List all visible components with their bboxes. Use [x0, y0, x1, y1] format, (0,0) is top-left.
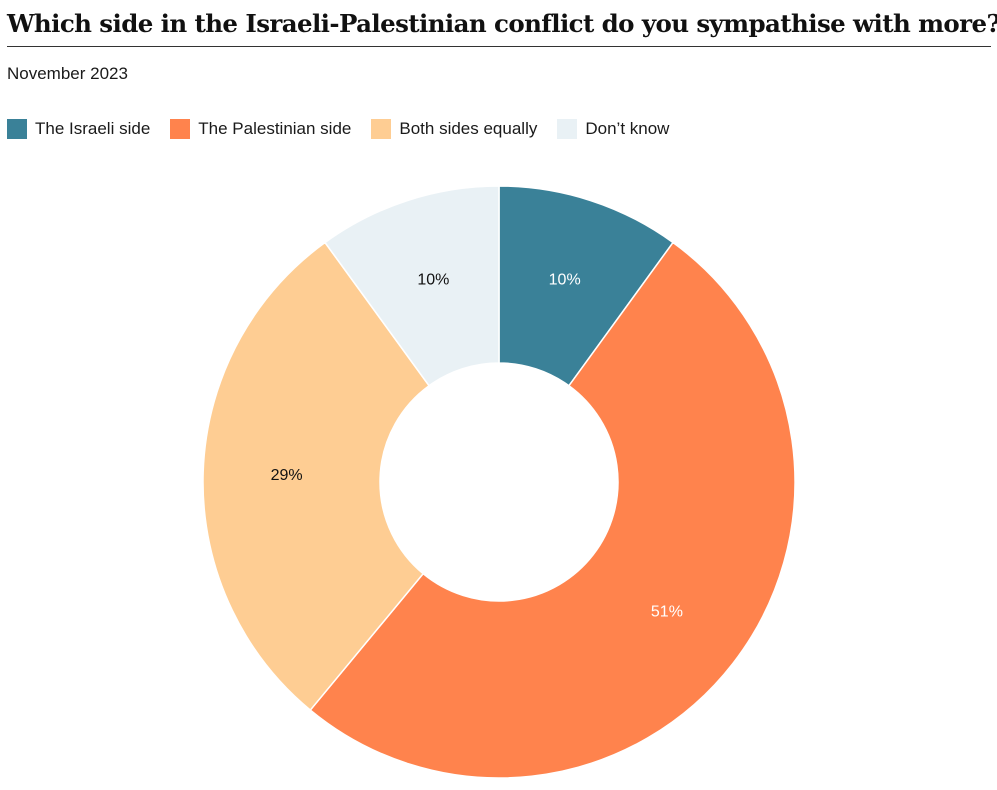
legend-swatch	[7, 119, 27, 139]
slice-palestinian	[309, 241, 796, 779]
legend-item-both: Both sides equally	[371, 118, 537, 140]
slice-dont-know	[323, 185, 500, 387]
legend-label: The Israeli side	[35, 119, 151, 138]
legend-swatch	[170, 119, 191, 139]
legend-label: The Palestinian side	[198, 119, 352, 138]
legend-label: Don’t know	[585, 119, 670, 138]
title-divider	[7, 46, 991, 47]
legend-item-palestinian: The Palestinian side	[170, 118, 351, 140]
legend-swatch	[557, 119, 578, 139]
slice-label: 51%	[651, 604, 683, 621]
slice-label: 10%	[417, 271, 449, 288]
slice-label: 29%	[271, 467, 303, 484]
chart-subtitle: November 2023	[7, 64, 128, 83]
legend-item-dont-know: Don’t know	[557, 118, 669, 140]
slice-label: 10%	[549, 271, 581, 288]
legend-label: Both sides equally	[399, 119, 538, 138]
slice-both	[202, 241, 431, 712]
chart-title: Which side in the Israeli-Palestinian co…	[7, 9, 997, 38]
legend: The Israeli side The Palestinian side Bo…	[7, 118, 689, 140]
legend-swatch	[371, 119, 392, 139]
legend-item-israeli: The Israeli side	[7, 118, 150, 140]
donut-chart: 10% 51% 29% 10%	[202, 185, 796, 779]
